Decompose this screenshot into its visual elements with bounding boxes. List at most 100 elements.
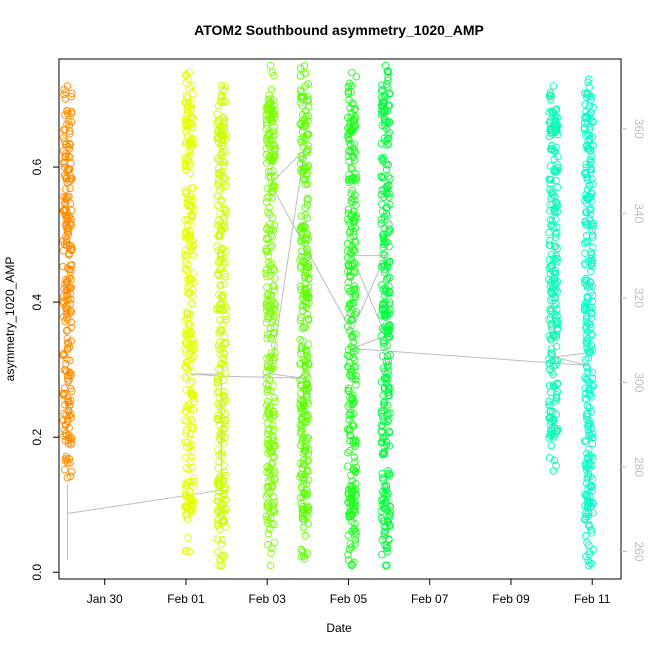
data-point — [589, 433, 597, 442]
data-point — [547, 304, 555, 313]
data-point — [270, 468, 279, 477]
data-point — [270, 71, 278, 80]
x-tick-label: Feb 09 — [492, 592, 530, 606]
data-point — [183, 515, 192, 523]
data-point — [219, 158, 227, 166]
data-point — [352, 480, 360, 488]
data-point — [385, 326, 394, 334]
data-point — [218, 197, 226, 206]
data-point — [583, 363, 591, 372]
data-point — [581, 100, 589, 109]
data-point — [62, 149, 70, 157]
data-point — [270, 299, 279, 308]
data-point — [66, 140, 75, 149]
data-point — [546, 88, 555, 97]
data-point — [301, 271, 309, 280]
data-point — [553, 356, 562, 365]
data-point — [583, 173, 592, 181]
y-tick-label: 0.0 — [30, 564, 44, 581]
data-point — [265, 402, 274, 411]
data-point — [585, 83, 594, 91]
data-point — [263, 121, 271, 129]
data-point — [266, 561, 275, 570]
y2-tick-label: 260 — [632, 542, 646, 562]
data-point — [350, 453, 359, 462]
data-point — [582, 276, 591, 285]
data-point — [585, 131, 593, 139]
data-point — [59, 262, 67, 271]
data-point — [545, 400, 553, 408]
data-point — [304, 161, 313, 170]
data-point — [552, 251, 560, 260]
data-point — [352, 201, 360, 209]
data-point — [583, 292, 592, 301]
data-point — [264, 519, 272, 528]
data-point — [585, 547, 593, 556]
data-point — [552, 233, 560, 241]
data-point — [67, 323, 76, 332]
data-point — [296, 336, 304, 344]
data-point — [347, 262, 356, 271]
data-point — [188, 440, 196, 449]
data-point — [265, 153, 274, 161]
data-point — [221, 522, 230, 531]
x-tick-label: Feb 01 — [167, 592, 205, 606]
data-point — [65, 402, 73, 411]
data-point — [218, 183, 226, 191]
data-point — [583, 376, 592, 384]
data-point — [63, 227, 72, 236]
data-point — [346, 139, 354, 148]
data-point — [584, 195, 592, 204]
data-point — [187, 391, 195, 399]
data-point — [589, 545, 597, 554]
data-point — [63, 313, 71, 322]
data-point — [581, 131, 590, 139]
data-point — [300, 447, 309, 455]
data-point — [547, 432, 555, 440]
data-point — [380, 193, 388, 201]
data-point — [348, 495, 356, 504]
data-point — [266, 272, 275, 280]
data-point — [302, 347, 311, 356]
data-point — [588, 297, 597, 306]
data-point — [264, 540, 272, 549]
data-point — [214, 365, 223, 374]
data-point — [347, 543, 356, 551]
data-point — [589, 180, 597, 188]
data-point — [545, 332, 553, 340]
data-point — [384, 263, 392, 272]
data-point — [296, 224, 305, 232]
data-point — [384, 519, 393, 527]
series-3-cluster — [262, 62, 279, 570]
data-point — [220, 206, 228, 214]
data-point — [296, 473, 304, 481]
data-point — [583, 93, 591, 101]
data-point — [378, 324, 387, 332]
data-point — [550, 332, 558, 341]
data-point — [269, 459, 277, 467]
data-point — [296, 316, 305, 325]
data-point — [552, 397, 560, 405]
data-point — [217, 255, 225, 263]
data-point — [299, 523, 308, 531]
data-point — [304, 80, 313, 88]
data-point — [350, 487, 358, 495]
data-point — [382, 165, 391, 174]
data-point — [304, 284, 313, 292]
data-point — [297, 313, 305, 322]
data-point — [581, 490, 589, 499]
data-point — [349, 399, 357, 408]
data-point — [384, 367, 393, 376]
data-point — [545, 315, 553, 324]
data-point — [304, 263, 312, 271]
data-point — [346, 540, 355, 548]
data-point — [298, 155, 307, 164]
data-point — [216, 436, 225, 444]
data-point — [220, 224, 229, 232]
data-point — [271, 182, 279, 190]
data-point — [345, 79, 354, 88]
data-point — [379, 339, 388, 347]
data-point — [182, 189, 190, 197]
data-point — [343, 322, 352, 331]
